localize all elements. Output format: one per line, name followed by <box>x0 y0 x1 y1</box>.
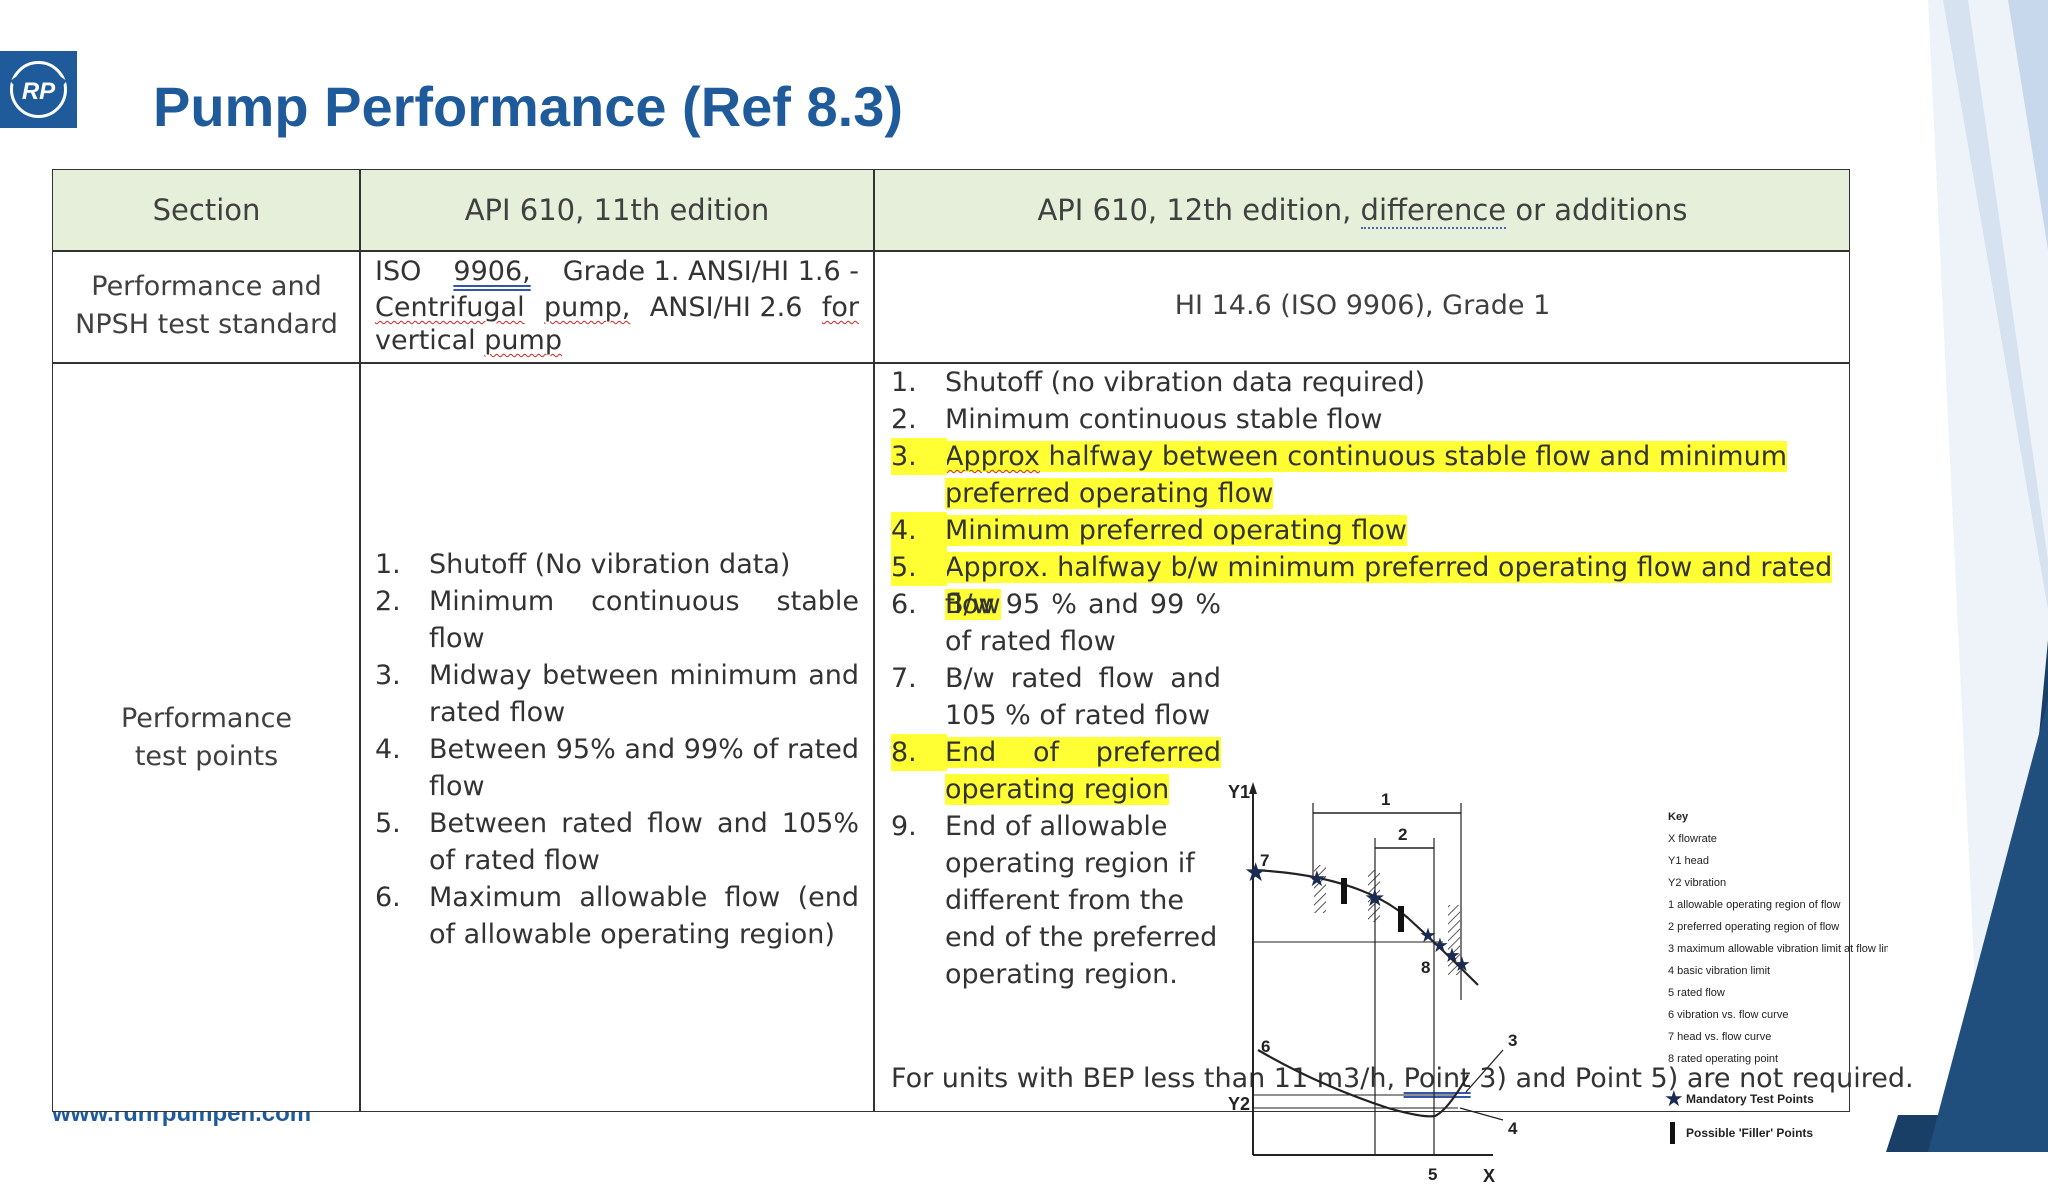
figure-key-item: X flowrate <box>1668 833 1717 845</box>
filler-bar-icon <box>1670 1122 1675 1144</box>
list-item: 5. Between rated flow and 105% of rated f… <box>375 808 859 876</box>
row-test-points-section: Performance test points <box>120 702 293 772</box>
callout-7: 7 <box>1260 851 1269 870</box>
list-item: 1. Shutoff (No vibration data) <box>375 549 791 580</box>
figure-key-item: 3 maximum allowable vibration limit at f… <box>1668 943 1888 955</box>
test-points-12th-list-wide: 1. Shutoff (no vibration data required) 2… <box>891 364 1851 623</box>
figure-key-item: 1 allowable operating region of flow <box>1668 899 1841 911</box>
figure-key-item: Y1 head <box>1668 855 1709 867</box>
list-item: 7. B/w rated flow and 105 % of rated flow <box>891 663 1221 731</box>
row-performance-npsh-section: Performance and NPSH test standard <box>75 271 338 340</box>
logo-text: RP <box>22 78 56 105</box>
slide-title: Pump Performance (Ref 8.3) <box>153 75 903 138</box>
callout-6: 6 <box>1261 1037 1270 1056</box>
svg-text:★: ★ <box>1453 952 1471 976</box>
axis-y1-label: Y1 <box>1228 782 1250 802</box>
list-item: 6. B/w 95 % and 99 % of rated flow <box>891 589 1221 657</box>
comparison-table: Section API 610, 11th edition API 610, 1… <box>52 169 1914 1186</box>
logo-mark-icon: RP <box>10 61 67 118</box>
svg-text:★: ★ <box>1364 884 1386 912</box>
company-logo: RP <box>0 51 77 128</box>
figure-key-item: 2 preferred operating region of flow <box>1668 921 1839 933</box>
table-header-row <box>53 170 1849 250</box>
list-item-highlighted: 5. Approx. halfway b/w minimum preferred … <box>891 549 1851 623</box>
figure-key-item: 8 rated operating point <box>1668 1053 1778 1065</box>
header-12th-text: API 610, 12th edition, difference or add… <box>1037 193 1688 229</box>
test-points-12th-list-narrow: 6. B/w 95 % and 99 % of rated flow 7. B/w … <box>891 586 1221 993</box>
list-item: 3. Midway between minimum and rated flow <box>375 660 859 728</box>
decorative-side-band <box>1886 0 2048 1152</box>
figure-key-item: Y2 vibration <box>1668 877 1726 889</box>
list-item-highlighted: 4. Minimum preferred operating flow <box>891 512 1851 549</box>
header-section: Section <box>152 193 261 227</box>
row-performance-npsh-12th: HI 14.6 (ISO 9906), Grade 1 <box>1174 290 1551 321</box>
axis-y2-label: Y2 <box>1228 1094 1250 1114</box>
test-points-11th-list: 1. Shutoff (No vibration data) 2. Minimum … <box>375 546 859 953</box>
list-item: 4. Between 95% and 99% of rated flow <box>375 734 859 802</box>
figure-key-item: 7 head vs. flow curve <box>1668 1031 1771 1043</box>
list-item: 2. Minimum continuous stable flow <box>375 586 859 654</box>
header-12th-edition: API 610, 12th edition, difference or add… <box>874 170 1851 250</box>
callout-2: 2 <box>1398 825 1407 844</box>
list-item: 9. End of allowable operating region if d… <box>891 811 1218 990</box>
svg-text:★: ★ <box>1307 867 1327 892</box>
figure-key-item: 5 rated flow <box>1668 987 1725 999</box>
figure-key-item: 6 vibration vs. flow curve <box>1668 1009 1788 1021</box>
callout-1: 1 <box>1381 790 1390 809</box>
list-item: 6. Maximum allowable flow (end of allowab… <box>375 882 859 950</box>
list-item: 1. Shutoff (no vibration data required) <box>891 367 1426 398</box>
figure-key-item: 4 basic vibration limit <box>1668 965 1770 977</box>
callout-3: 3 <box>1508 1031 1517 1050</box>
svg-text:★: ★ <box>1431 933 1449 957</box>
mandatory-star-icon: ★ <box>1664 1087 1684 1112</box>
svg-text:★: ★ <box>1443 943 1461 967</box>
callout-5: 5 <box>1428 1165 1437 1184</box>
header-11th-edition: API 610, 11th edition <box>464 193 770 227</box>
list-item-highlighted: 8. End of preferred operating region <box>891 734 1221 808</box>
list-item: 2. Minimum continuous stable flow <box>891 404 1383 435</box>
test-points-figure: Y1 Y2 X 1 2 ★ ★ ★ ★ ★ ★ ★ 7 8 <box>1228 782 1888 1186</box>
figure-key-title: Key <box>1668 811 1689 823</box>
svg-text:★: ★ <box>1244 858 1267 888</box>
row-performance-npsh-11th: ISO 9906, Grade 1. ANSI/HI 1.6 - Centrif… <box>375 256 859 356</box>
callout-4: 4 <box>1508 1119 1518 1138</box>
list-item-highlighted: 3. Approx halfway between continuous stab… <box>891 438 1793 512</box>
legend-mandatory: Mandatory Test Points <box>1686 1092 1814 1106</box>
legend-filler: Possible 'Filler' Points <box>1686 1126 1813 1140</box>
svg-text:★: ★ <box>1419 923 1437 947</box>
axis-x-label: X <box>1483 1166 1495 1186</box>
callout-8: 8 <box>1421 958 1430 977</box>
